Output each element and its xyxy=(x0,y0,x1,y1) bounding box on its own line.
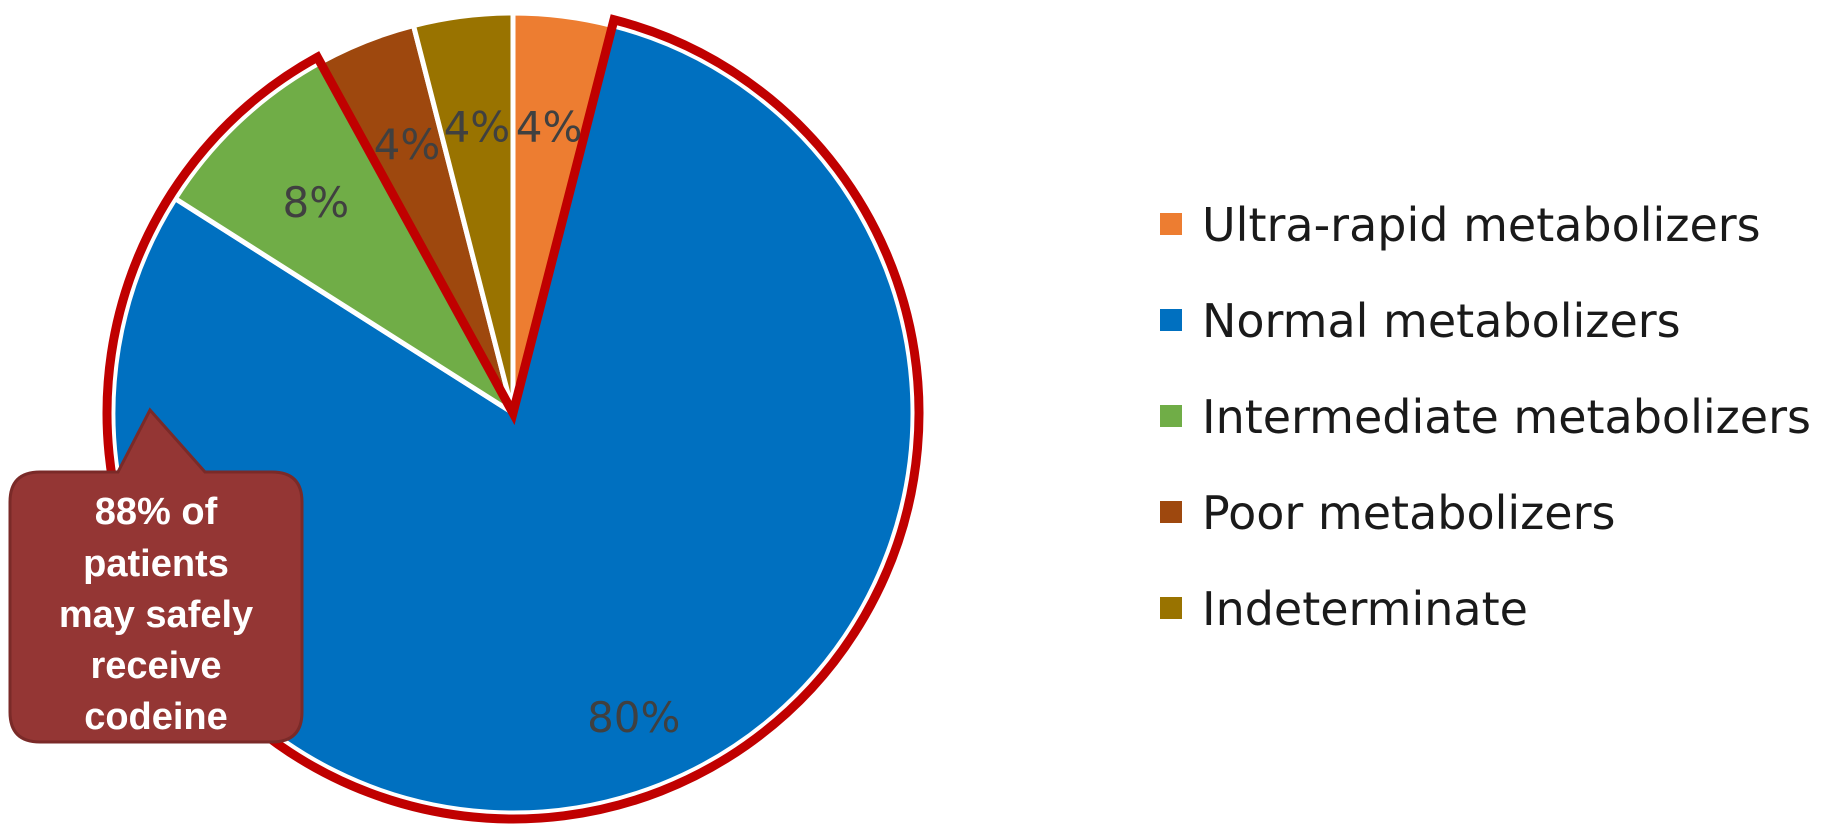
highlight-outline xyxy=(102,14,924,824)
slice-label-normal-metabolizers: 80% xyxy=(587,693,680,742)
callout-line: 88% of xyxy=(95,491,218,533)
slice-labels: 4%80%8%4% 4% xyxy=(283,102,681,742)
legend-label-ultra-rapid-metabolizers: Ultra-rapid metabolizers xyxy=(1202,198,1761,252)
slice-label-ultra-rapid-metabolizers: 4% xyxy=(516,102,583,151)
callout-line: receive xyxy=(90,645,221,687)
callout-line: may safely xyxy=(59,594,253,636)
legend-swatch-intermediate-metabolizers xyxy=(1160,405,1182,427)
legend-swatch-normal-metabolizers xyxy=(1160,309,1182,331)
callout-bubble xyxy=(8,407,304,744)
callout-annotation: 88% of patients may safely receive codei… xyxy=(8,407,304,744)
legend: Ultra-rapid metabolizers Normal metaboliz… xyxy=(1160,198,1811,636)
legend-swatch-ultra-rapid-metabolizers xyxy=(1160,213,1182,235)
pie-slice-intermediate-metabolizers xyxy=(172,59,516,416)
callout-line: codeine xyxy=(84,696,228,738)
legend-swatch-poor-metabolizers xyxy=(1160,501,1182,523)
pie-slice-indeterminate xyxy=(411,10,516,416)
callout-line: patients xyxy=(83,543,229,585)
legend-label-poor-metabolizers: Poor metabolizers xyxy=(1202,486,1615,540)
legend-swatch-indeterminate xyxy=(1160,597,1182,619)
legend-label-indeterminate: Indeterminate xyxy=(1202,582,1528,636)
slice-label-intermediate-metabolizers: 8% xyxy=(283,178,350,227)
slice-label-poor-metabolizers: 4% xyxy=(374,120,441,169)
legend-label-normal-metabolizers: Normal metabolizers xyxy=(1202,294,1681,348)
legend-label-intermediate-metabolizers: Intermediate metabolizers xyxy=(1202,390,1811,444)
slice-label-indeterminate: 4% xyxy=(444,102,511,151)
